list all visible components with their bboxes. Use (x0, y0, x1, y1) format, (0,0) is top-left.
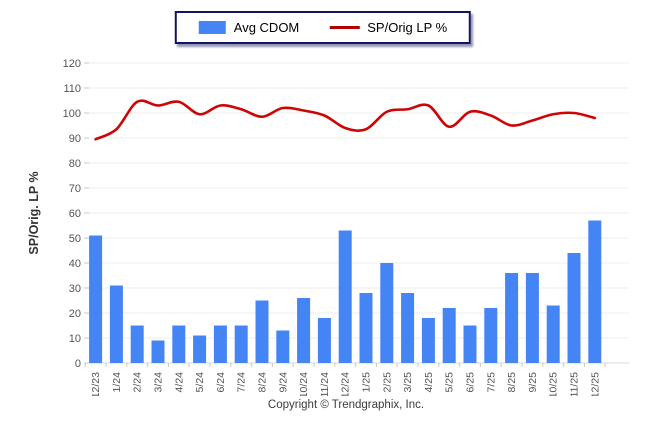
y-tick-label: 40 (69, 258, 81, 270)
bar (109, 285, 123, 363)
x-tick-label: 7/25 (485, 372, 497, 393)
x-tick-label: 6/24 (215, 372, 227, 393)
bar-series-swatch-icon (198, 21, 226, 34)
x-tick-label: 11/25 (569, 372, 581, 396)
bar (380, 263, 394, 363)
trend-line (94, 99, 597, 141)
bar (546, 305, 560, 363)
bar (525, 273, 539, 363)
y-tick-label: 20 (69, 308, 81, 320)
bar (130, 325, 144, 363)
line-series-swatch-icon (329, 26, 360, 29)
x-tick-label: 5/25 (444, 372, 456, 393)
bar (213, 325, 227, 363)
x-tick-label: 9/25 (527, 372, 539, 393)
bar (359, 293, 373, 363)
bar (421, 318, 435, 363)
y-axis-title: SP/Orig. LP % (27, 171, 41, 254)
x-tick-label: 2/24 (132, 372, 144, 393)
copyright-text: Copyright © Trendgraphix, Inc. (267, 399, 425, 411)
x-tick-label: 4/24 (173, 372, 185, 393)
x-tick-label: 8/24 (257, 372, 269, 393)
y-tick-label: 60 (69, 208, 81, 220)
y-tick-label: 30 (69, 283, 81, 295)
bar (567, 253, 581, 363)
x-tick-label: 6/25 (465, 372, 477, 393)
y-tick-label: 50 (69, 233, 81, 245)
bar (463, 325, 477, 363)
x-tick-label: 2/25 (381, 372, 393, 393)
y-tick-label: 110 (63, 83, 81, 95)
x-tick-label: 10/25 (548, 372, 560, 396)
bar (193, 335, 207, 363)
x-tick-label: 11/24 (319, 372, 331, 396)
x-tick-label: 3/25 (402, 372, 414, 393)
y-tick-label: 80 (69, 158, 81, 170)
bar (401, 293, 415, 363)
x-tick-label: 4/25 (423, 372, 435, 393)
bar (484, 308, 498, 363)
x-tick-label: 7/24 (236, 372, 248, 393)
x-tick-label: 3/24 (153, 372, 165, 393)
y-tick-label: 70 (69, 183, 81, 195)
bar (276, 330, 290, 363)
x-tick-label: 9/24 (277, 372, 289, 393)
bar (317, 318, 331, 363)
x-tick-label: 1/24 (111, 372, 123, 393)
y-tick-label: 0 (75, 358, 81, 370)
legend-label-avg-cdom: Avg CDOM (233, 20, 300, 35)
bar (297, 298, 311, 363)
bar (588, 220, 602, 363)
x-tick-label: 8/25 (506, 372, 518, 393)
legend-label-sp-orig-lp: SP/Orig LP % (367, 20, 448, 35)
x-tick-label: 10/24 (298, 372, 310, 396)
y-tick-label: 100 (63, 108, 81, 120)
bar (255, 300, 269, 363)
bar (234, 325, 248, 363)
bar (151, 340, 165, 363)
combo-chart: 0 10 20 30 40 50 60 70 80 90 100 110 120 12/23 1/24 2/2… (27, 58, 629, 396)
x-tick-label: 12/25 (589, 372, 601, 396)
legend-item-avg-cdom: Avg CDOM (198, 20, 300, 35)
legend-item-sp-orig-lp: SP/Orig LP % (329, 20, 447, 35)
y-tick-label: 90 (69, 133, 81, 145)
x-tick-label: 12/23 (90, 372, 102, 396)
bar (172, 325, 186, 363)
x-tick-label: 5/24 (194, 372, 206, 393)
chart-legend: Avg CDOM SP/Orig LP % (174, 11, 472, 44)
y-tick-label: 120 (63, 58, 81, 70)
bar (89, 235, 103, 363)
bar (505, 273, 519, 363)
x-tick-label: 1/25 (361, 372, 373, 393)
x-tick-label: 12/24 (340, 372, 352, 396)
bar (442, 308, 456, 363)
y-tick-label: 10 (69, 333, 81, 345)
bar (338, 230, 352, 363)
